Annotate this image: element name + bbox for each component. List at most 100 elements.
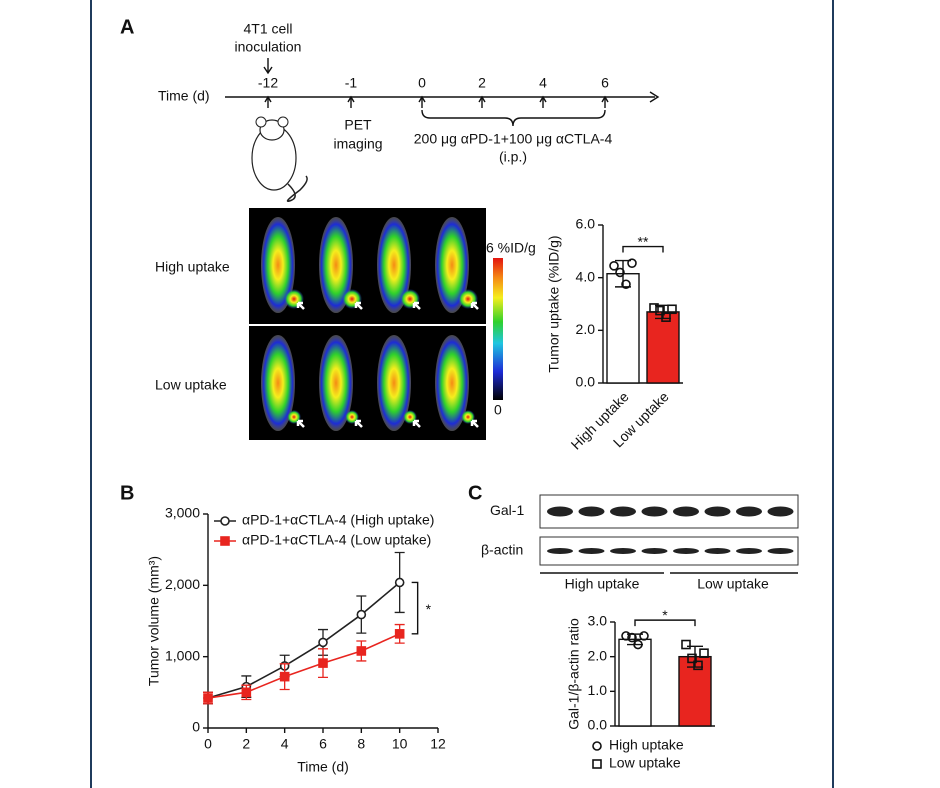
pet-mouse bbox=[435, 335, 469, 431]
pet-mouse bbox=[435, 217, 469, 313]
pet-arrow bbox=[296, 301, 305, 310]
colorbar bbox=[493, 258, 503, 400]
point bbox=[279, 671, 290, 682]
y-axis-label: Tumor uptake (%ID/g) bbox=[546, 235, 562, 372]
y-tick-label: 1.0 bbox=[588, 682, 608, 698]
x-tick-label: 0 bbox=[204, 736, 212, 752]
y-tick-label: 0 bbox=[192, 719, 200, 735]
arrowhead bbox=[347, 95, 355, 103]
significance-bracket bbox=[411, 581, 419, 635]
pet-mouse bbox=[377, 217, 411, 313]
y-tick-label: 1,000 bbox=[165, 647, 200, 663]
pet-mouse bbox=[377, 335, 411, 431]
pet-arrow bbox=[354, 419, 363, 428]
point bbox=[220, 516, 230, 526]
band bbox=[767, 506, 794, 517]
point bbox=[609, 261, 619, 271]
y-tick-label: 0.0 bbox=[588, 717, 608, 733]
band bbox=[547, 506, 573, 517]
pet-tumor bbox=[287, 410, 301, 424]
x-tick-label: 6 bbox=[319, 736, 327, 752]
point bbox=[639, 631, 649, 641]
band bbox=[641, 548, 668, 554]
annotation: (i.p.) bbox=[499, 149, 527, 165]
point bbox=[615, 267, 625, 278]
x-tick-label: 8 bbox=[357, 736, 365, 752]
western-blot: Gal-1 β-actin High uptake Low uptake bbox=[481, 494, 799, 592]
pet-tumor bbox=[403, 410, 417, 424]
annotation: imaging bbox=[333, 136, 382, 152]
point bbox=[627, 632, 637, 643]
band bbox=[641, 506, 668, 517]
pet-arrow bbox=[412, 419, 421, 428]
point bbox=[318, 658, 328, 668]
y-tick-label: 6.0 bbox=[576, 216, 596, 232]
point bbox=[394, 577, 405, 588]
annotation: 200 μg αPD-1+100 μg αCTLA-4 bbox=[414, 131, 613, 147]
group-label: High uptake bbox=[565, 576, 640, 592]
pet-mouse bbox=[261, 217, 295, 313]
brace bbox=[421, 109, 606, 127]
timeline-tick-label: -12 bbox=[258, 75, 278, 91]
bar bbox=[646, 311, 680, 384]
x-tick-label: 10 bbox=[392, 736, 408, 752]
significance-bracket bbox=[634, 619, 696, 627]
band-label: β-actin bbox=[481, 542, 523, 558]
point bbox=[356, 609, 367, 620]
point bbox=[681, 639, 691, 650]
band-label: Gal-1 bbox=[490, 502, 524, 518]
pet-arrow bbox=[296, 419, 305, 428]
y-axis-label: Tumor volume (mm³) bbox=[146, 556, 162, 686]
pet-arrow bbox=[412, 301, 421, 310]
arrowhead bbox=[418, 95, 426, 103]
band bbox=[736, 548, 762, 554]
timeline-tick-label: 4 bbox=[539, 75, 547, 91]
band bbox=[578, 548, 605, 554]
point bbox=[655, 305, 665, 316]
point bbox=[687, 653, 697, 664]
timeline-tick-label: 2 bbox=[478, 75, 486, 91]
arrowhead bbox=[478, 95, 486, 103]
timeline-tick-label: 6 bbox=[601, 75, 609, 91]
x-tick-label: 2 bbox=[242, 736, 250, 752]
arrow bbox=[263, 58, 273, 75]
significance-bracket bbox=[622, 245, 664, 253]
x-tick-label: 4 bbox=[281, 736, 289, 752]
point bbox=[318, 637, 328, 648]
x-axis-label: Time (d) bbox=[297, 759, 349, 775]
group-label: Low uptake bbox=[697, 576, 769, 592]
band bbox=[736, 506, 762, 517]
y-tick-label: 3.0 bbox=[588, 613, 608, 629]
point bbox=[241, 687, 252, 698]
significance: * bbox=[426, 601, 432, 617]
timeline-label: Time (d) bbox=[158, 88, 210, 104]
pet-arrow bbox=[470, 419, 479, 428]
band bbox=[547, 548, 573, 554]
mouse-ear bbox=[277, 116, 289, 128]
legend-label: αPD-1+αCTLA-4 (Low uptake) bbox=[242, 532, 431, 548]
legend-label: αPD-1+αCTLA-4 (High uptake) bbox=[242, 512, 434, 528]
bar bbox=[678, 655, 712, 727]
colorbar-label: 0 bbox=[494, 402, 502, 418]
y-tick-label: 4.0 bbox=[576, 268, 596, 284]
legend-label: Low uptake bbox=[609, 755, 681, 771]
bar bbox=[606, 273, 640, 384]
row-label: High uptake bbox=[155, 259, 230, 275]
pet-tumor bbox=[345, 410, 359, 424]
pet-images: 6 %ID/g 0 High uptake Low uptake bbox=[155, 208, 536, 440]
band bbox=[610, 506, 636, 517]
band bbox=[610, 548, 636, 554]
band bbox=[578, 506, 605, 517]
band bbox=[704, 548, 731, 554]
point bbox=[203, 693, 213, 703]
panel-label: A bbox=[120, 16, 134, 38]
panel-label: B bbox=[120, 482, 134, 504]
y-tick-label: 2.0 bbox=[576, 321, 596, 337]
series-line bbox=[207, 581, 401, 699]
band bbox=[767, 548, 794, 554]
point bbox=[633, 639, 643, 650]
x-tick-label: 12 bbox=[430, 736, 446, 752]
y-axis-label: Gal-1/β-actin ratio bbox=[566, 618, 582, 730]
timeline: Time (d) -12 -1 0 2 4 6 4T1 cell inoculation PET i… bbox=[158, 21, 660, 202]
